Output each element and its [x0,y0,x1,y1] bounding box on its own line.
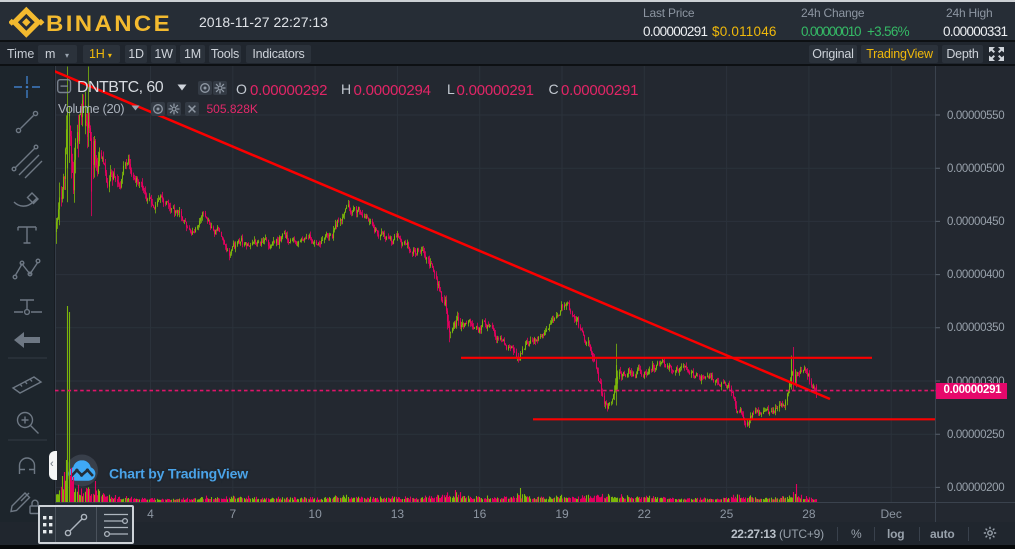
svg-text:Chart by TradingView: Chart by TradingView [109,466,248,482]
